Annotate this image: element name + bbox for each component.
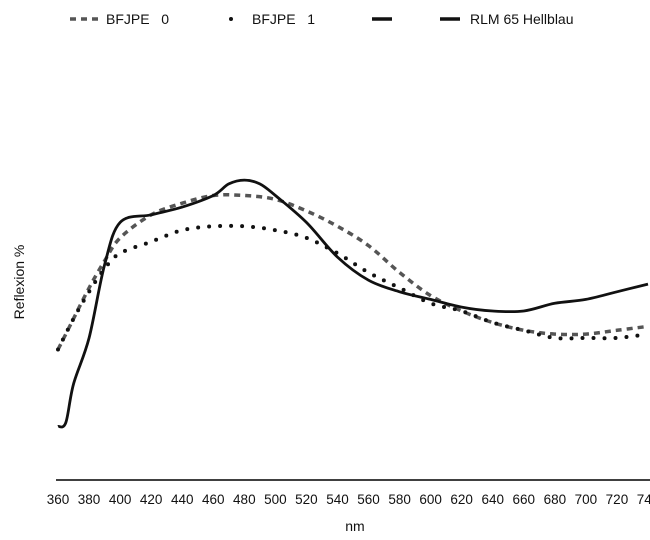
x-tick-label-660: 660 <box>513 492 536 507</box>
series-bfjpe-1-line <box>56 223 650 352</box>
legend: BFJPE 0 BFJPE 1 RLM 65 Hellblau <box>70 11 574 27</box>
legend-label-bfjpe-1: BFJPE 1 <box>252 11 315 27</box>
y-axis-title: Reflexion % <box>11 245 27 320</box>
x-tick-label-440: 440 <box>171 492 194 507</box>
x-tick-label-560: 560 <box>357 492 380 507</box>
x-tick-label-620: 620 <box>450 492 473 507</box>
x-tick-label-460: 460 <box>202 492 225 507</box>
x-tick-label-360: 360 <box>47 492 70 507</box>
legend-label-bfjpe-0: BFJPE 0 <box>106 11 169 27</box>
x-tick-labels: 360 380 400 420 440 460 480 500 520 540 560 580 600 6… <box>47 492 650 507</box>
x-tick-label-700: 700 <box>575 492 598 507</box>
x-tick-label-480: 480 <box>233 492 256 507</box>
x-axis-title: nm <box>345 518 364 534</box>
x-tick-label-720: 720 <box>606 492 629 507</box>
x-tick-label-520: 520 <box>295 492 318 507</box>
series-rlm65-line <box>57 178 649 429</box>
series-bfjpe-0-line <box>56 193 649 351</box>
x-tick-label-740: 740 <box>637 492 650 507</box>
x-tick-label-500: 500 <box>264 492 287 507</box>
legend-swatch-bfjpe-1 <box>229 17 233 21</box>
legend-label-rlm65: RLM 65 Hellblau <box>470 11 574 27</box>
x-tick-label-640: 640 <box>481 492 504 507</box>
x-tick-label-380: 380 <box>78 492 101 507</box>
x-tick-label-680: 680 <box>544 492 567 507</box>
x-tick-label-420: 420 <box>140 492 163 507</box>
x-tick-label-400: 400 <box>109 492 132 507</box>
x-tick-label-540: 540 <box>326 492 349 507</box>
x-tick-label-600: 600 <box>419 492 442 507</box>
x-tick-label-580: 580 <box>388 492 411 507</box>
series-layer <box>56 178 650 429</box>
